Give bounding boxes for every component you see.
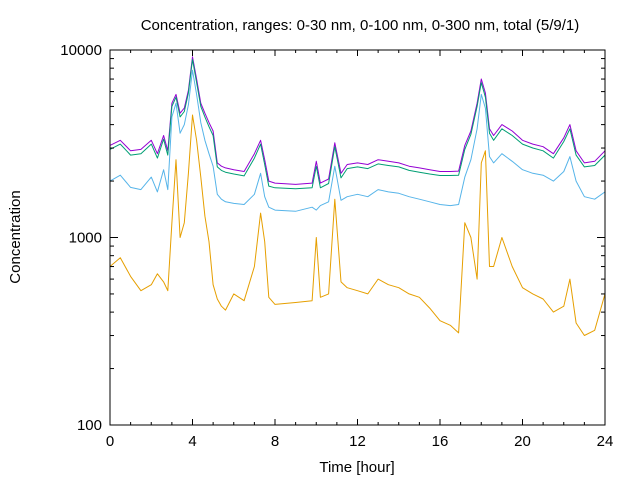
x-tick-label: 20 [514,433,531,450]
series-line-3 [109,69,606,212]
x-axis-label: Time [hour] [319,459,394,476]
series-line-2 [109,59,606,190]
x-tick-label: 16 [432,433,449,450]
x-tick-label: 12 [349,433,366,450]
series-line-4 [109,114,606,336]
series-layer [109,56,606,336]
series-line-1 [109,56,606,185]
tick-layer: 0 4 8 12 16 20 24 100 1000 10000 [60,42,613,450]
x-tick-label: 24 [597,433,614,450]
y-tick-label: 10000 [60,42,102,59]
x-tick-label: 8 [271,433,279,450]
x-tick-label: 4 [188,433,196,450]
y-tick-label: 1000 [69,230,102,247]
x-tick-label: 0 [106,433,114,450]
chart-title: Concentration, ranges: 0-30 nm, 0-100 nm… [141,17,580,34]
y-tick-label: 100 [77,417,102,434]
y-axis-label: Concentration [7,190,24,283]
